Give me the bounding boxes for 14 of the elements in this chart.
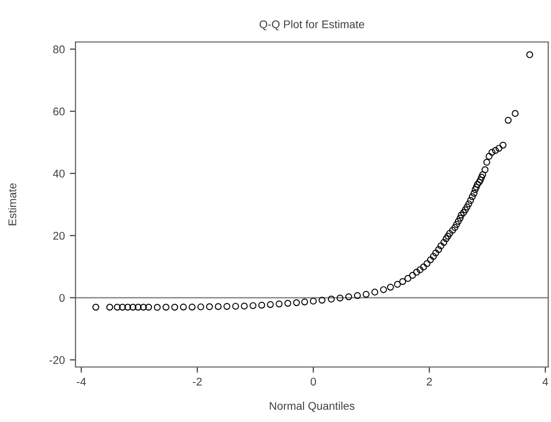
y-tick-label: 60 (53, 108, 65, 116)
x-tick-label: 4 (542, 378, 548, 386)
y-axis-title: Estimate (8, 183, 16, 226)
x-axis-title: Normal Quantiles (270, 402, 354, 412)
y-tick-label: 80 (53, 45, 65, 54)
x-tick-label: -2 (192, 378, 202, 386)
y-tick-label: 20 (53, 232, 65, 240)
chart-title: Q-Q Plot for Estimate (260, 20, 364, 30)
x-tick-label: -4 (76, 378, 86, 386)
y-tick-label: 40 (52, 170, 65, 178)
y-tick-label: 0 (59, 294, 65, 302)
y-tick-label: -20 (50, 356, 65, 364)
x-tick-label: 2 (426, 378, 432, 386)
x-tick-label: 0 (310, 378, 316, 386)
